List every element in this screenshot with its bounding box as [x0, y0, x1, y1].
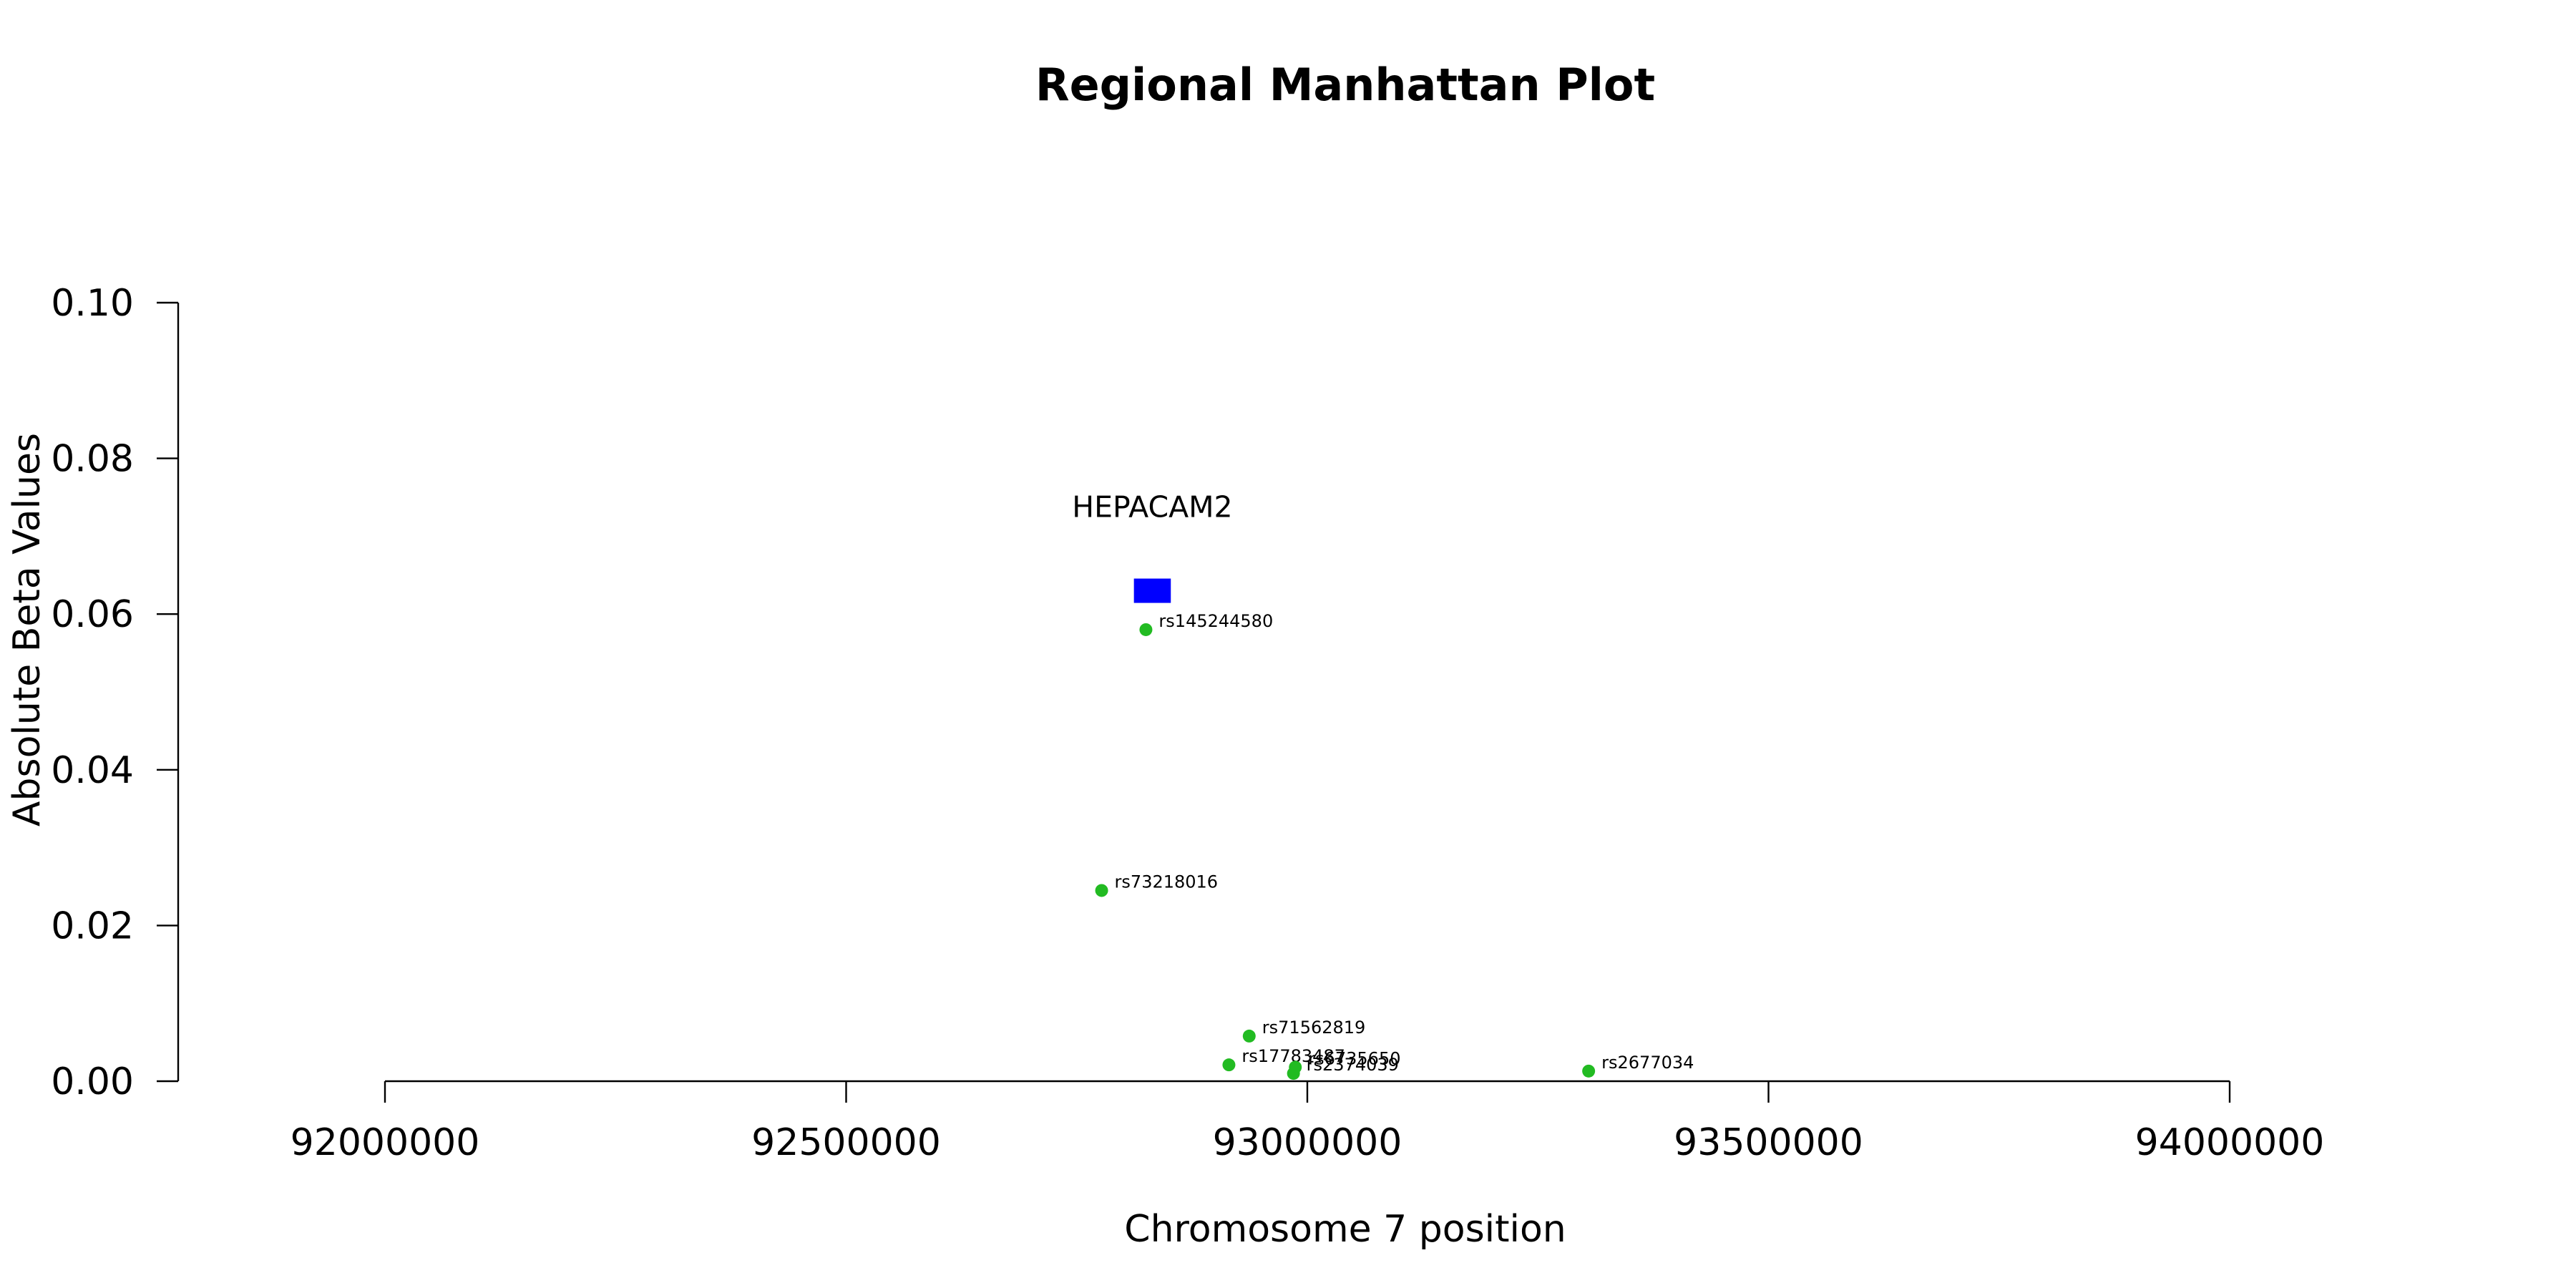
y-tick-label: 0.06 [51, 593, 134, 636]
data-points: rs145244580rs73218016rs71562819rs1778348… [1095, 611, 1694, 1080]
x-tick-label: 92500000 [751, 1121, 941, 1164]
y-axis: 0.00 0.02 0.04 0.06 0.08 0.10 [51, 282, 180, 1103]
y-tick-label: 0.00 [51, 1060, 134, 1103]
snp-point [1287, 1067, 1300, 1080]
gene-label: HEPACAM2 [1072, 490, 1232, 525]
chart-title: Regional Manhattan Plot [1035, 59, 1655, 111]
snp-label: rs6735650 [1308, 1048, 1400, 1068]
y-tick-label: 0.02 [51, 904, 134, 947]
x-tick-label: 93000000 [1213, 1121, 1402, 1164]
y-axis-label: Absolute Beta Values [6, 433, 49, 826]
x-tick-label: 92000000 [291, 1121, 480, 1164]
snp-point [1222, 1058, 1236, 1072]
x-axis-label: Chromosome 7 position [1124, 1208, 1566, 1251]
x-axis: 92000000 92500000 93000000 93500000 94000000 [291, 1080, 2325, 1164]
snp-point [1582, 1064, 1596, 1078]
snp-label: rs73218016 [1115, 872, 1219, 892]
y-tick-label: 0.10 [51, 282, 134, 325]
snp-point [1095, 884, 1108, 897]
x-tick-label: 93500000 [1674, 1121, 1863, 1164]
y-tick-label: 0.04 [51, 749, 134, 792]
snp-label: rs145244580 [1158, 611, 1273, 631]
snp-label: rs2677034 [1601, 1053, 1694, 1073]
y-tick-label: 0.08 [51, 438, 134, 481]
gene-box [1133, 578, 1171, 603]
gene-track: HEPACAM2 [1072, 490, 1233, 603]
snp-point [1139, 623, 1153, 636]
x-tick-label: 94000000 [2135, 1121, 2325, 1164]
snp-point [1242, 1029, 1256, 1043]
snp-label: rs2374039 [1307, 1055, 1399, 1075]
snp-label: rs71562819 [1262, 1018, 1366, 1038]
